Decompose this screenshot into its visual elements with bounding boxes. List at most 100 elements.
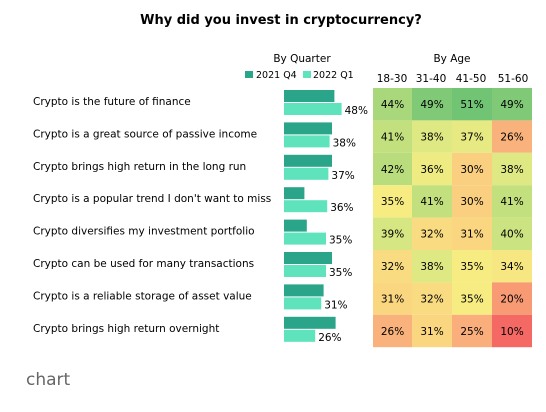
category-label: Crypto can be used for many transactions [33,258,254,270]
category-label: Crypto is a reliable storage of asset va… [33,290,252,302]
chart-title: Why did you invest in cryptocurrency? [140,13,422,28]
age-column-header: 41-50 [456,73,487,85]
bar-2022q1 [284,167,329,180]
heatmap-cell [373,185,412,218]
age-column-header: 31-40 [416,73,447,85]
bar-value-label: 48% [345,105,368,117]
bar-2021q4 [284,154,332,167]
heatmap-cell-label: 51% [460,99,483,111]
by-age-header: By Age [433,53,470,65]
heatmap-cell [373,88,412,121]
bar-value-label: 35% [329,267,352,279]
heatmap-cell-label: 38% [420,261,443,273]
heatmap-cell [412,314,452,348]
bar-2021q4 [284,316,336,329]
heatmap-cell [492,88,532,121]
heatmap-cell-label: 36% [420,164,443,176]
heatmap-cell [452,88,492,121]
heatmap-cell-label: 32% [420,229,443,241]
bar-2021q4 [284,219,307,232]
bar-2022q1 [284,265,326,277]
bar-2021q4 [284,122,332,135]
bar-2022q1 [284,232,326,245]
heatmap-cell-label: 25% [460,326,483,338]
bar-value-label: 37% [331,170,354,182]
heatmap-cell [412,185,452,218]
heatmap-cell [452,250,492,283]
heatmap-cell-label: 41% [420,196,443,208]
heatmap-cell [412,217,452,250]
heatmap-cell-label: 39% [381,229,404,241]
heatmap-cell-label: 31% [420,326,443,338]
heatmap-cell-label: 35% [460,293,483,305]
heatmap-cell-label: 26% [381,326,404,338]
heatmap-cell [492,152,532,186]
category-label: Crypto brings high return overnight [33,323,219,335]
heatmap-cell-label: 30% [460,164,483,176]
heatmap-cell [373,120,412,153]
heatmap-cell [452,152,492,186]
heatmap-cell-label: 49% [420,99,443,111]
legend-label-2021q4: 2021 Q4 [256,70,297,81]
heatmap-cell-label: 26% [500,131,523,143]
bar-2022q1 [284,297,322,310]
age-column-header: 51-60 [498,73,529,85]
heatmap-cell-label: 44% [381,99,404,111]
heatmap-cell [492,282,532,315]
bar-value-label: 36% [330,202,353,214]
heatmap-cell-label: 31% [381,293,404,305]
heatmap-cell [373,152,412,186]
heatmap-cell [452,185,492,218]
heatmap-cell [373,250,412,283]
heatmap-cell-label: 34% [500,261,523,273]
heatmap-cell [412,282,452,315]
heatmap-cell-label: 31% [460,229,483,241]
heatmap-cell-label: 32% [420,293,443,305]
bar-value-label: 31% [324,299,347,311]
bar-2021q4 [284,252,332,264]
bar-2021q4 [284,187,305,200]
category-label: Crypto is a great source of passive inco… [33,128,257,140]
heatmap-cell [452,120,492,153]
heatmap-cell [412,152,452,186]
heatmap-cell-label: 30% [460,196,483,208]
heatmap-cell [492,314,532,348]
heatmap-cell [492,120,532,153]
heatmap-cell-label: 41% [381,131,404,143]
heatmap-cell [412,120,452,153]
heatmap-cell [452,314,492,348]
category-label: Crypto is a popular trend I don't want t… [33,193,271,205]
heatmap-cell-label: 42% [381,164,404,176]
heatmap-cell-label: 38% [500,164,523,176]
bar-2022q1 [284,200,328,213]
heatmap-cell-label: 35% [460,261,483,273]
legend-label-2022q1: 2022 Q1 [313,70,354,81]
heatmap-cell [373,217,412,250]
legend-swatch-2022q1 [303,71,311,78]
by-quarter-header: By Quarter [273,53,331,65]
caption: chart [26,370,71,390]
heatmap-cell-label: 41% [500,196,523,208]
bar-2022q1 [284,329,316,342]
legend-swatch-2021q4 [245,71,253,78]
heatmap-cell [492,185,532,218]
heatmap-cell-label: 40% [500,229,523,241]
heatmap-cell-label: 38% [420,131,443,143]
bar-value-label: 26% [318,332,341,344]
heatmap-cell-label: 10% [500,326,523,338]
bar-2022q1 [284,103,342,115]
heatmap-cell-label: 35% [381,196,404,208]
category-label: Crypto brings high return in the long ru… [33,161,246,173]
bar-2021q4 [284,90,335,102]
bar-2021q4 [284,284,324,297]
heatmap-cell [373,314,412,348]
category-label: Crypto is the future of finance [33,96,191,108]
bar-value-label: 38% [333,137,356,149]
heatmap-cell [452,217,492,250]
heatmap-cell [412,250,452,283]
bar-value-label: 35% [329,235,352,247]
heatmap-cell [492,217,532,250]
category-label: Crypto diversifies my investment portfol… [33,226,255,238]
chart: Why did you invest in cryptocurrency? By… [33,13,532,348]
heatmap-cell [452,282,492,315]
